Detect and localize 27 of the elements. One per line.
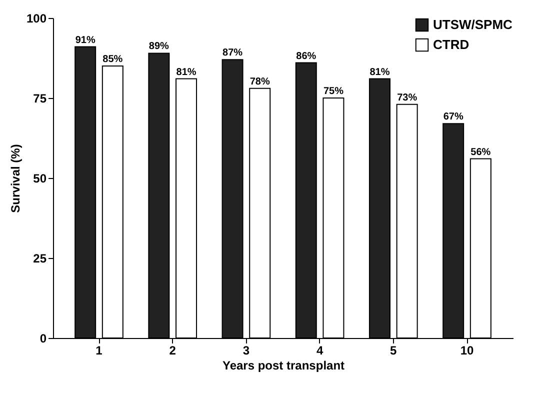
- data-label: 75%: [323, 86, 344, 97]
- x-axis-title: Years post transplant: [222, 358, 345, 372]
- y-tick-label: 75: [33, 92, 47, 106]
- data-label: 81%: [370, 66, 390, 78]
- x-tick-label: 1: [96, 344, 103, 358]
- data-label: 85%: [102, 54, 123, 65]
- y-tick-label: 25: [33, 252, 47, 266]
- data-label: 91%: [75, 34, 96, 46]
- x-tick-label: 2: [169, 344, 176, 358]
- data-label: 67%: [443, 112, 464, 123]
- x-tick-label: 3: [242, 344, 250, 358]
- legend-label: CTRD: [433, 37, 470, 52]
- y-tick-label: 100: [26, 12, 47, 26]
- data-label: 89%: [148, 41, 170, 52]
- data-label: 78%: [250, 76, 270, 88]
- x-tick-label: 10: [460, 344, 474, 358]
- y-tick-label: 50: [33, 172, 47, 186]
- y-axis-title: Survival (%): [8, 144, 22, 213]
- data-label: 87%: [222, 48, 243, 59]
- data-label: 81%: [176, 66, 196, 78]
- x-tick-label: 5: [390, 344, 398, 358]
- x-tick-label: 4: [316, 344, 324, 358]
- data-label: 73%: [397, 92, 418, 104]
- data-label: 86%: [296, 50, 316, 62]
- data-label: 56%: [470, 146, 491, 158]
- y-tick-label: 0: [40, 332, 47, 346]
- legend-label: UTSW/SPMC: [433, 17, 514, 32]
